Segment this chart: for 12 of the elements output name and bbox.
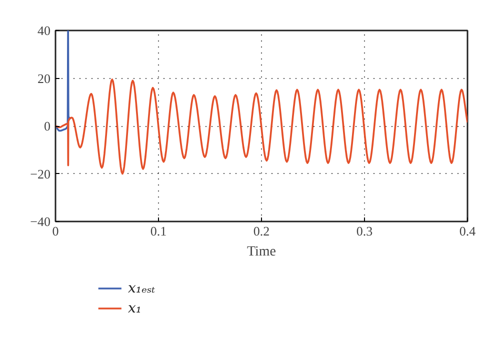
- y-tick-label: −40: [30, 214, 51, 229]
- y-tick-label: 0: [44, 118, 50, 134]
- x-tick-label: 0.1: [150, 224, 167, 238]
- legend-label: x₁ₑₛₜ: [128, 280, 156, 296]
- x-axis-title: Time: [246, 244, 276, 260]
- y-tick-label: −20: [30, 166, 51, 182]
- y-tick-label: 20: [38, 70, 50, 86]
- y-tick-label: 40: [38, 23, 50, 38]
- x-tick-label: 0.4: [459, 224, 476, 238]
- x-tick-label: 0.2: [253, 224, 270, 238]
- x-tick-label: 0.3: [356, 224, 373, 238]
- legend-label: x₁: [128, 300, 142, 316]
